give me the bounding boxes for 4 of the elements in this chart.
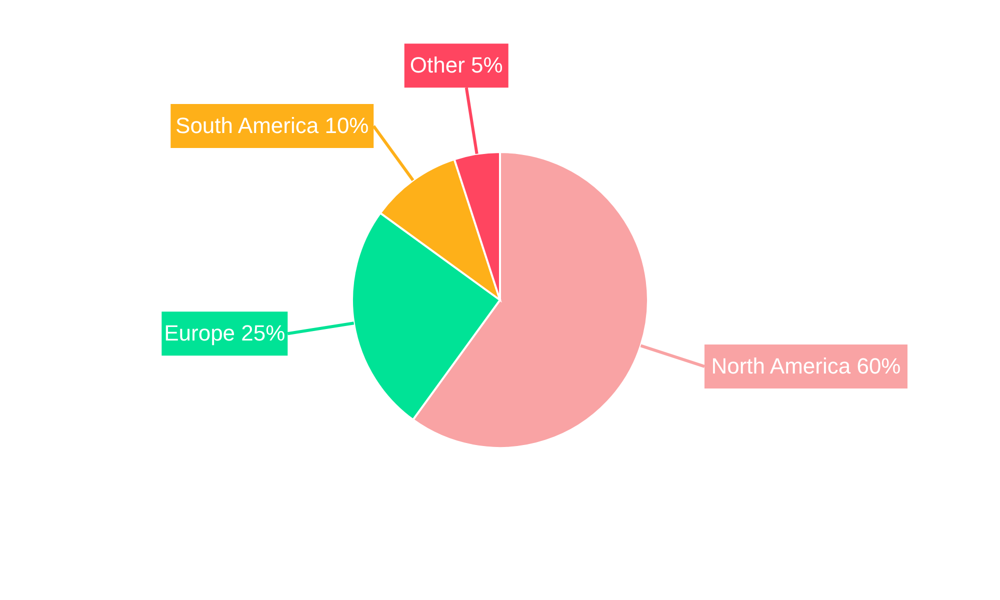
slice-label: South America 10% [176, 113, 369, 138]
slice-label: North America 60% [711, 353, 901, 378]
slice-label: Europe 25% [164, 320, 286, 346]
slice-label: Other 5% [410, 52, 503, 78]
